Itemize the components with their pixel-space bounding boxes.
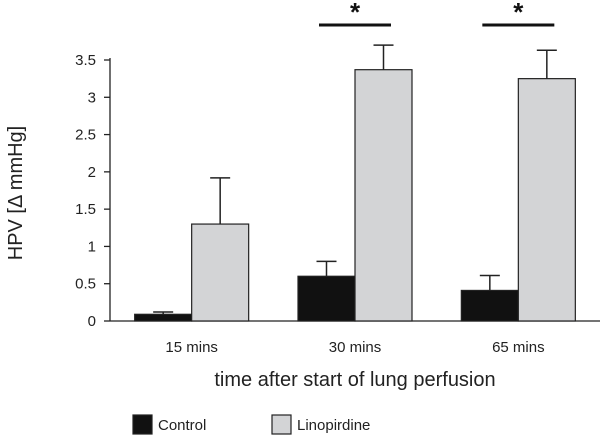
- legend-label-linopirdine: Linopirdine: [297, 417, 370, 434]
- x-axis-title: time after start of lung perfusion: [214, 369, 495, 391]
- y-tick-label: 3.5: [75, 52, 96, 69]
- legend-label-control: Control: [158, 417, 206, 434]
- legend-swatch-control: [132, 414, 153, 435]
- y-tick-label: 2: [88, 164, 96, 181]
- bar-linopirdine-30-mins: [354, 69, 413, 322]
- y-axis-title: HPV [Δ mmHg]: [5, 126, 27, 261]
- y-tick-label: 3: [88, 89, 96, 106]
- bar-control-65-mins: [460, 289, 519, 322]
- legend-swatch-linopirdine: [271, 414, 292, 435]
- significance-star: *: [350, 0, 361, 27]
- significance-markers: * *: [319, 0, 555, 27]
- x-tick-label: 15 mins: [165, 339, 218, 356]
- y-tick-label: 1.5: [75, 201, 96, 218]
- y-tick-label: 2.5: [75, 127, 96, 144]
- y-tick-label: 0: [88, 313, 96, 330]
- x-tick-label: 30 mins: [329, 339, 382, 356]
- y-tick-label: 0.5: [75, 276, 96, 293]
- y-tick-label: 1: [88, 238, 96, 255]
- x-tick-label: 65 mins: [492, 339, 545, 356]
- bar-control-30-mins: [297, 275, 356, 322]
- bar-linopirdine-65-mins: [517, 78, 576, 322]
- bars: [134, 44, 576, 322]
- bar-linopirdine-15-mins: [191, 223, 250, 322]
- bar-control-15-mins: [134, 313, 193, 322]
- legend: Control Linopirdine: [132, 414, 370, 435]
- significance-star: *: [513, 0, 524, 27]
